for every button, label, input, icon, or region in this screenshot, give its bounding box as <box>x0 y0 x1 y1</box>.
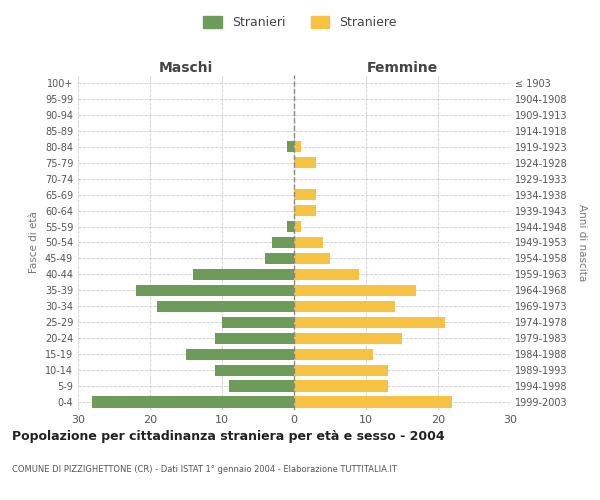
Bar <box>294 141 301 152</box>
Bar <box>287 141 294 152</box>
Bar <box>294 285 416 296</box>
Text: COMUNE DI PIZZIGHETTONE (CR) - Dati ISTAT 1° gennaio 2004 - Elaborazione TUTTITA: COMUNE DI PIZZIGHETTONE (CR) - Dati ISTA… <box>12 465 397 474</box>
Bar <box>294 316 445 328</box>
Bar <box>294 189 316 200</box>
Bar <box>294 221 301 232</box>
Bar <box>272 237 294 248</box>
Y-axis label: Anni di nascita: Anni di nascita <box>577 204 587 281</box>
Bar <box>294 157 316 168</box>
Bar <box>136 285 294 296</box>
Bar <box>265 253 294 264</box>
Bar <box>294 396 452 407</box>
Bar <box>287 221 294 232</box>
Bar <box>294 380 388 392</box>
Bar <box>215 364 294 376</box>
Bar <box>294 348 373 360</box>
Bar <box>222 316 294 328</box>
Bar <box>193 269 294 280</box>
Bar <box>294 237 323 248</box>
Y-axis label: Fasce di età: Fasce di età <box>29 212 39 274</box>
Bar <box>157 300 294 312</box>
Bar <box>229 380 294 392</box>
Text: Popolazione per cittadinanza straniera per età e sesso - 2004: Popolazione per cittadinanza straniera p… <box>12 430 445 443</box>
Bar <box>186 348 294 360</box>
Text: Femmine: Femmine <box>367 61 437 75</box>
Bar <box>215 332 294 344</box>
Bar <box>294 253 330 264</box>
Bar <box>294 205 316 216</box>
Text: Maschi: Maschi <box>159 61 213 75</box>
Bar <box>92 396 294 407</box>
Bar <box>294 364 388 376</box>
Bar <box>294 300 395 312</box>
Bar <box>294 332 402 344</box>
Legend: Stranieri, Straniere: Stranieri, Straniere <box>203 16 397 29</box>
Bar <box>294 269 359 280</box>
